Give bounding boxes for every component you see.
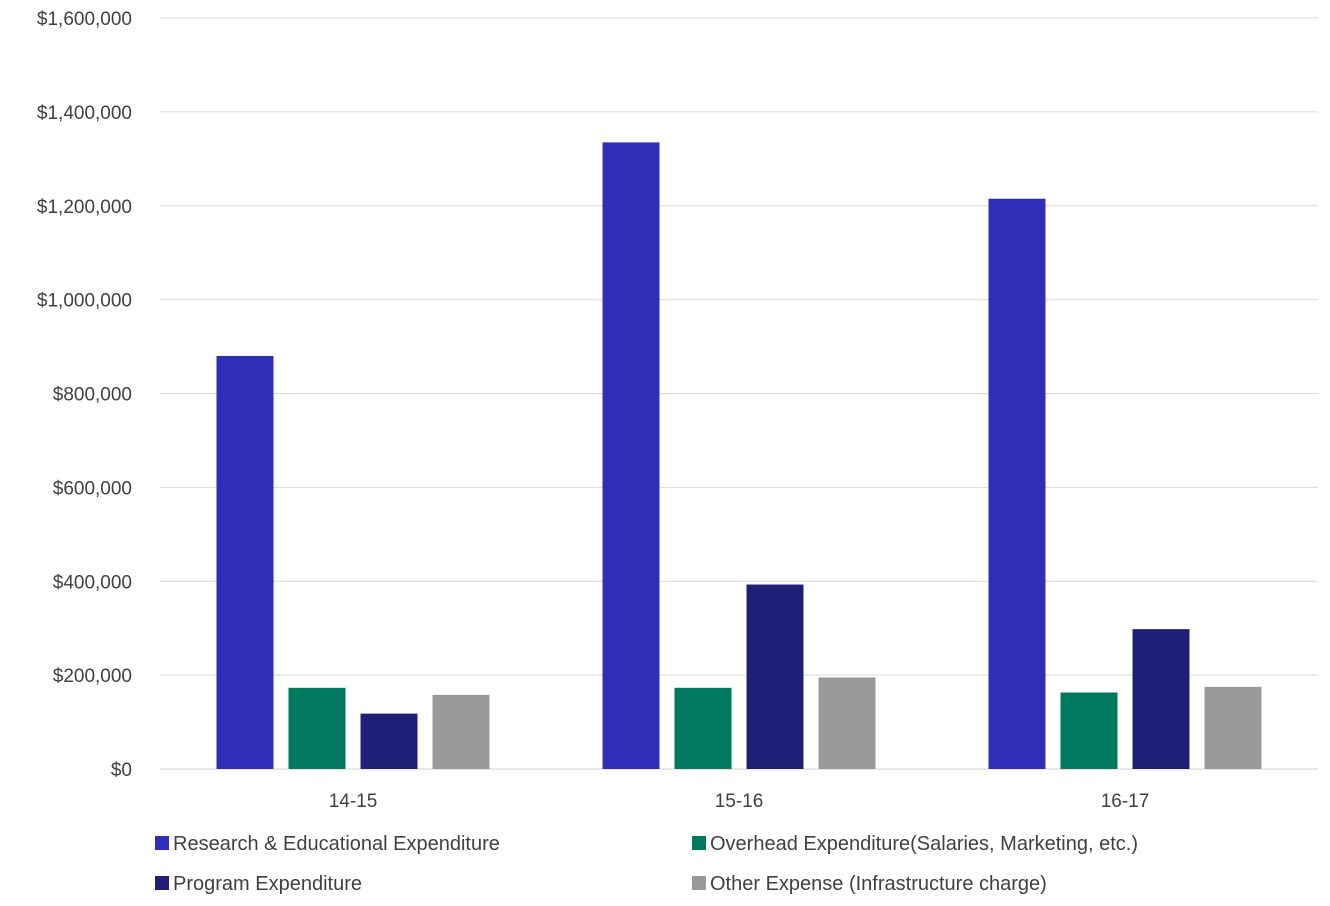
legend-label: Overhead Expenditure(Salaries, Marketing… bbox=[710, 833, 1138, 855]
bar-15-16-series-1 bbox=[602, 142, 660, 769]
bar-14-15-series-3 bbox=[360, 713, 418, 769]
legend: Research & Educational Expenditure Overhe… bbox=[155, 833, 1138, 895]
y-tick-label: $600,000 bbox=[53, 478, 132, 499]
legend-item: Program Expenditure bbox=[155, 873, 362, 895]
legend-swatch bbox=[692, 876, 706, 890]
bar-14-15-series-1 bbox=[216, 355, 274, 769]
x-tick-label: 14-15 bbox=[329, 791, 378, 812]
legend-swatch bbox=[155, 876, 169, 890]
legend-item: Overhead Expenditure(Salaries, Marketing… bbox=[692, 833, 1138, 855]
y-tick-label: $1,600,000 bbox=[37, 9, 132, 30]
legend-label: Program Expenditure bbox=[173, 873, 362, 895]
y-tick-label: $0 bbox=[111, 760, 132, 781]
x-axis: 14-15 15-16 16-17 bbox=[329, 791, 1150, 812]
bars bbox=[216, 142, 1262, 770]
bar-16-17-series-3 bbox=[1132, 629, 1190, 769]
bar-15-16-series-4 bbox=[818, 677, 876, 769]
bar-14-15-series-4 bbox=[432, 694, 490, 769]
legend-label: Research & Educational Expenditure bbox=[173, 833, 500, 855]
bar-15-16-series-3 bbox=[746, 584, 804, 769]
bar-16-17-series-2 bbox=[1060, 692, 1118, 769]
legend-label: Other Expense (Infrastructure charge) bbox=[710, 873, 1047, 895]
x-tick-label: 16-17 bbox=[1101, 791, 1150, 812]
bar-14-15-series-2 bbox=[288, 687, 346, 769]
y-tick-label: $1,000,000 bbox=[37, 291, 132, 312]
bar-16-17-series-1 bbox=[988, 198, 1046, 770]
y-axis: $0 $200,000 $400,000 $600,000 $800,000 $1,000… bbox=[37, 9, 132, 781]
bar-16-17-series-4 bbox=[1204, 686, 1262, 769]
legend-item: Other Expense (Infrastructure charge) bbox=[692, 873, 1047, 895]
y-tick-label: $1,400,000 bbox=[37, 103, 132, 124]
gridlines bbox=[160, 17, 1318, 770]
x-tick-label: 15-16 bbox=[715, 791, 764, 812]
y-tick-label: $800,000 bbox=[53, 385, 132, 406]
bar-15-16-series-2 bbox=[674, 687, 732, 769]
y-tick-label: $400,000 bbox=[53, 572, 132, 593]
legend-swatch bbox=[155, 836, 169, 850]
legend-swatch bbox=[692, 836, 706, 850]
y-tick-label: $1,200,000 bbox=[37, 197, 132, 218]
legend-item: Research & Educational Expenditure bbox=[155, 833, 500, 855]
y-tick-label: $200,000 bbox=[53, 666, 132, 687]
